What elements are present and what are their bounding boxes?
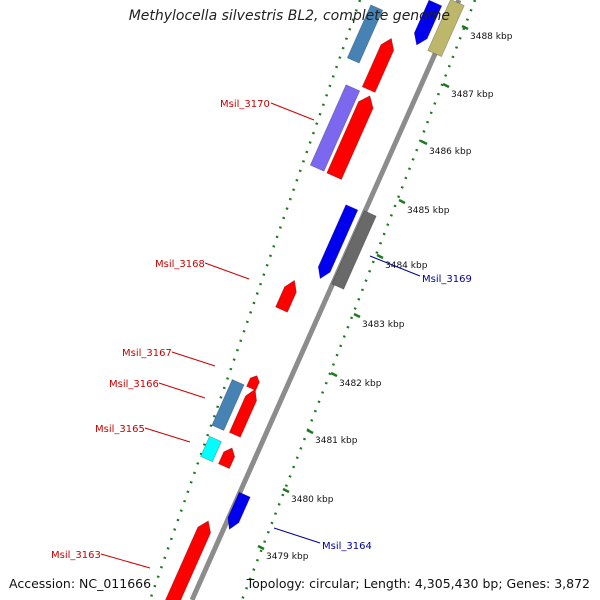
scale-tick-label: 3484 kbp <box>385 261 428 271</box>
gene-blue-reverse <box>317 204 359 280</box>
scale-tick-mark <box>353 312 361 319</box>
gene-leader-line <box>100 553 151 569</box>
scale-tick-mark <box>257 544 265 551</box>
gene-red-forward <box>228 388 257 438</box>
scale-tick-label: 3479 kbp <box>266 552 309 562</box>
gene-tan <box>427 0 465 58</box>
scale-tick-mark <box>420 139 428 146</box>
gene-red-forward <box>246 375 260 391</box>
scale-tick-label: 3488 kbp <box>470 32 513 42</box>
gene-features <box>164 0 465 600</box>
scale-tick-mark <box>282 487 290 494</box>
gene-blue-reverse <box>227 491 251 531</box>
scale-tick-mark <box>461 24 469 31</box>
scale-tick-label: 3480 kbp <box>291 495 334 505</box>
gene-leader-line <box>369 255 421 277</box>
gene-label-msil_3169: Msil_3169 <box>422 274 472 285</box>
gene-label-msil_3166: Msil_3166 <box>109 379 159 390</box>
map-title: Methylocella silvestris BL2, complete ge… <box>128 8 450 24</box>
scale-tick-mark <box>442 82 450 89</box>
scale-tick-mark <box>306 428 314 435</box>
scale-tick-label: 3483 kbp <box>362 320 405 330</box>
gene-leader-line <box>144 427 191 443</box>
topology-summary: Topology: circular; Length: 4,305,430 bp… <box>246 576 590 591</box>
gene-leader-line <box>270 102 315 121</box>
inner-dotted-guide <box>148 0 362 600</box>
scale-tick-mark <box>330 371 338 378</box>
gene-steelblue <box>346 4 384 64</box>
scale-ticks: 3479 kbp 3480 kbp 3481 kbp 3482 kbp 3483 kbp… <box>257 24 513 562</box>
scale-tick-label: 3481 kbp <box>315 436 358 446</box>
accession-text: Accession: NC_011666 <box>9 576 152 591</box>
gene-purple <box>309 84 361 172</box>
dotted-guides <box>148 0 477 600</box>
gene-label-msil_3163: Msil_3163 <box>51 550 101 561</box>
scale-tick-label: 3487 kbp <box>451 90 494 100</box>
scale-tick-label: 3482 kbp <box>339 379 382 389</box>
gene-leader-line <box>158 382 206 399</box>
scale-tick-label: 3486 kbp <box>429 147 472 157</box>
gene-leader-line <box>204 262 250 280</box>
gene-blue-reverse <box>413 0 443 46</box>
gene-leader-line <box>171 351 216 367</box>
gene-steelblue <box>211 378 245 432</box>
gene-gray <box>331 210 377 290</box>
scale-tick-mark <box>376 253 384 260</box>
gene-labels: Msil_3170 Msil_3168 Msil_3169 Msil_3167 Msil… <box>51 99 472 569</box>
gene-red-forward <box>217 447 236 470</box>
gene-label-msil_3164: Msil_3164 <box>322 541 372 552</box>
gene-red-forward <box>326 95 374 180</box>
gene-cyan <box>200 435 222 463</box>
gene-red-forward <box>275 279 297 313</box>
outer-dotted-guide <box>240 0 477 600</box>
scale-tick-mark <box>398 198 406 205</box>
gene-label-msil_3165: Msil_3165 <box>95 424 145 435</box>
gene-label-msil_3168: Msil_3168 <box>155 259 205 270</box>
gene-label-msil_3167: Msil_3167 <box>122 348 172 359</box>
gene-label-msil_3170: Msil_3170 <box>220 99 270 110</box>
gene-leader-line <box>273 527 321 544</box>
scale-tick-label: 3485 kbp <box>407 206 450 216</box>
gene-red-forward <box>164 520 212 600</box>
gene-red-forward <box>361 37 395 93</box>
